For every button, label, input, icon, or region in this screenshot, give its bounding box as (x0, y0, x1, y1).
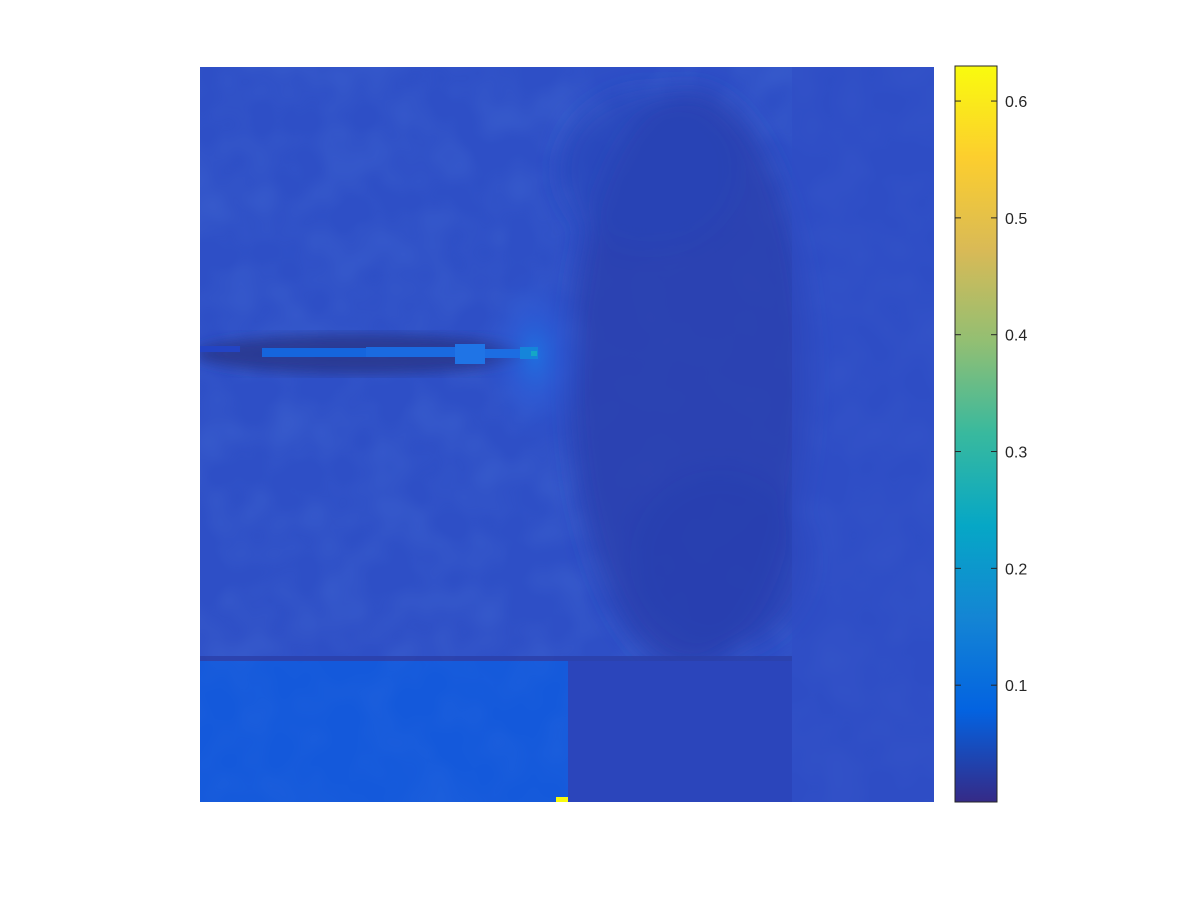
heatmap-region-lower-right (568, 661, 792, 802)
colorbar: 0.1 0.2 0.3 0.4 0.5 0.6 (954, 65, 1027, 803)
colorbar-tick-label: 0.2 (1005, 561, 1027, 578)
colorbar-tick-label: 0.3 (1005, 445, 1027, 462)
colorbar-frame (954, 65, 998, 803)
heatmap-crack-line (200, 344, 538, 364)
heatmap-region-right-strip (792, 67, 934, 802)
heatmap-region-dark (560, 90, 810, 670)
colorbar-gradient (955, 66, 997, 802)
colorbar-tick-label: 0.1 (1005, 678, 1027, 695)
colorbar-tick-label: 0.5 (1005, 211, 1027, 228)
heatmap-region-lower-left-texture (200, 661, 568, 802)
colorbar-ticks: 0.1 0.2 0.3 0.4 0.5 0.6 (955, 94, 1027, 695)
heatmap-seam (200, 656, 792, 661)
heatmap-plot (200, 67, 934, 802)
colorbar-tick-label: 0.4 (1005, 328, 1027, 345)
heatmap-hotspot (556, 797, 568, 802)
colorbar-tick-label: 0.6 (1005, 94, 1027, 111)
